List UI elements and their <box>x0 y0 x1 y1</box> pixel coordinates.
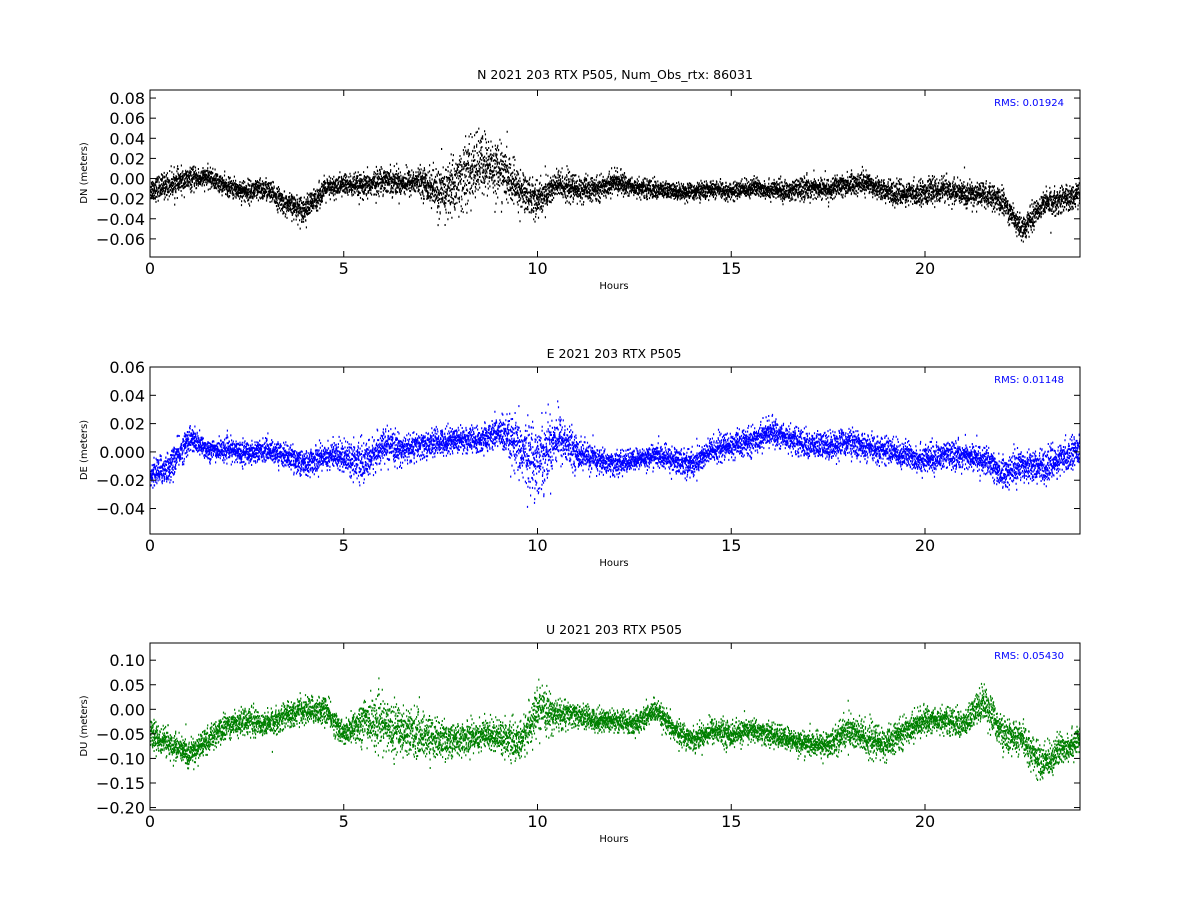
y-tick-label: −0.04 <box>96 210 145 229</box>
rms-annotation: RMS: 0.05430 <box>994 651 1064 662</box>
y-tick-label: −0.06 <box>96 230 145 249</box>
y-axis-ticks: −0.04 −0.02 0.000 0.02 0.04 0.06 <box>96 358 1080 519</box>
x-axis-label: Hours <box>599 281 628 292</box>
x-tick-label: 10 <box>527 259 547 278</box>
y-tick-label: 0.02 <box>109 415 145 434</box>
y-tick-label: 0.08 <box>109 89 145 108</box>
y-axis-ticks: −0.20 −0.15 −0.10 −0.05 0.00 0.05 0.10 <box>96 651 1080 818</box>
x-tick-label: 5 <box>339 536 349 555</box>
scatter-points <box>150 677 1080 781</box>
x-tick-label: 0 <box>145 259 155 278</box>
y-tick-label: −0.20 <box>96 799 145 818</box>
panel-north: N 2021 203 RTX P505, Num_Obs_rtx: 86031 … <box>79 67 1081 292</box>
panel-title: N 2021 203 RTX P505, Num_Obs_rtx: 86031 <box>477 67 753 82</box>
y-axis-label: DN (meters) <box>79 142 90 204</box>
y-axis-ticks: −0.06−0.04−0.020.00 0.020.040.060.08 <box>96 89 1080 249</box>
y-axis-label: DE (meters) <box>79 420 90 480</box>
panel-title: E 2021 203 RTX P505 <box>547 346 682 361</box>
x-tick-label: 15 <box>721 259 741 278</box>
y-tick-label: 0.00 <box>109 700 145 719</box>
y-axis-label: DU (meters) <box>79 695 90 756</box>
y-tick-label: −0.05 <box>96 725 145 744</box>
x-tick-label: 0 <box>145 536 155 555</box>
x-tick-label: 15 <box>721 536 741 555</box>
x-axis-label: Hours <box>599 558 628 569</box>
axes-frame <box>149 642 1081 811</box>
x-axis-ticks: 0 5 10 15 20 <box>145 643 935 831</box>
scatter-points <box>150 400 1080 508</box>
x-tick-label: 15 <box>721 812 741 831</box>
y-tick-label: −0.15 <box>96 774 145 793</box>
y-tick-label: 0.06 <box>109 109 145 128</box>
y-tick-label: 0.05 <box>109 676 145 695</box>
y-tick-label: 0.000 <box>99 443 145 462</box>
y-tick-label: −0.02 <box>96 471 145 490</box>
x-tick-label: 5 <box>339 259 349 278</box>
panel-east: E 2021 203 RTX P505 −0.04−0.020.0000.020… <box>79 346 1081 569</box>
rms-annotation: RMS: 0.01924 <box>994 98 1064 109</box>
y-tick-label: −0.04 <box>96 500 145 519</box>
plot-area <box>150 400 1080 508</box>
y-tick-label: −0.10 <box>96 749 145 768</box>
x-axis-ticks: 0 5 10 15 20 <box>145 90 935 278</box>
y-tick-label: 0.00 <box>109 170 145 189</box>
plot-area <box>150 127 1080 243</box>
panel-up: U 2021 203 RTX P505 −0.20 −0.15 −0.10 −0.05… <box>79 622 1081 845</box>
y-tick-label: 0.06 <box>109 358 145 377</box>
x-tick-label: 5 <box>339 812 349 831</box>
y-tick-label: 0.04 <box>109 129 145 148</box>
x-axis-ticks: 0 5 10 15 20 <box>145 367 935 555</box>
axes-frame <box>149 366 1081 535</box>
x-tick-label: 20 <box>915 259 935 278</box>
y-tick-label: 0.04 <box>109 386 145 405</box>
panel-title: U 2021 203 RTX P505 <box>546 622 682 637</box>
x-tick-label: 0 <box>145 812 155 831</box>
x-axis-label: Hours <box>599 834 628 845</box>
x-tick-label: 10 <box>527 812 547 831</box>
x-tick-label: 20 <box>915 536 935 555</box>
rms-annotation: RMS: 0.01148 <box>994 375 1064 386</box>
x-tick-label: 10 <box>527 536 547 555</box>
axes-frame <box>149 89 1081 258</box>
y-tick-label: 0.10 <box>109 651 145 670</box>
scatter-points <box>150 127 1080 243</box>
y-tick-label: −0.02 <box>96 190 145 209</box>
x-tick-label: 20 <box>915 812 935 831</box>
plot-area <box>150 677 1080 781</box>
y-tick-label: 0.02 <box>109 149 145 168</box>
